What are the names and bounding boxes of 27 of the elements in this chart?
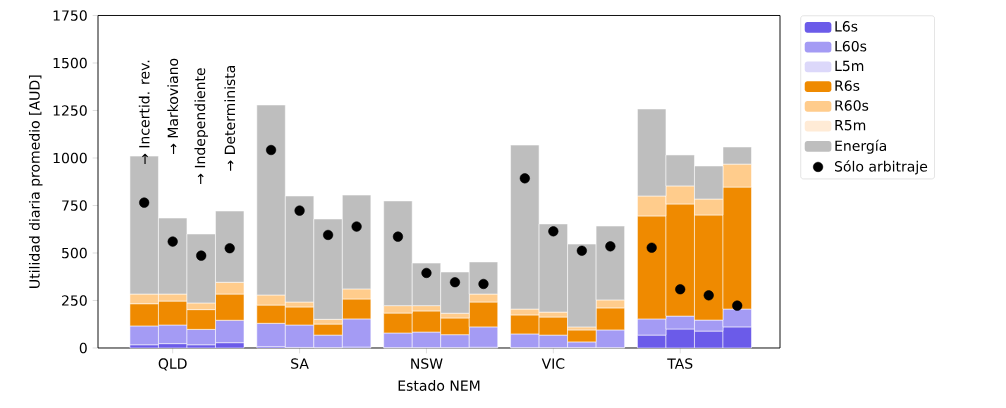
x-tick-label: SA [291,358,309,369]
annotation: → Independiente [194,68,208,185]
legend-label: L5m [835,60,864,72]
y-tick-label: 1000 [53,152,87,164]
legend-label: R6s [835,80,860,91]
y-tick-label: 250 [62,295,87,306]
legend-label: L60s [835,40,867,52]
x-axis-title: Estado NEM [398,380,480,391]
y-tick-label: 500 [62,247,87,259]
legend-label: R60s [835,100,869,111]
y-tick-label: 0 [79,342,87,354]
legend-label: R5m [835,120,866,131]
legend-label: L6s [835,21,858,32]
x-tick-label: TAS [667,358,693,369]
y-tick-label: 1750 [53,10,87,21]
annotation: → Markoviano [167,58,179,155]
legend-label: Energía [835,139,886,154]
y-axis-title: Utilidad diaria promedio [AUD] [28,75,43,288]
y-tick-label: 1500 [53,57,87,69]
legend-label: Sólo arbitraje [834,160,928,175]
x-tick-label: VIC [541,358,565,369]
annotation: → Determinista [224,65,236,171]
y-tick-label: 1250 [53,105,87,116]
y-tick-label: 750 [62,200,87,211]
x-tick-label: QLD [158,358,187,371]
x-tick-label: NSW [411,358,443,369]
annotation: → Incertid. rev. [138,60,150,165]
